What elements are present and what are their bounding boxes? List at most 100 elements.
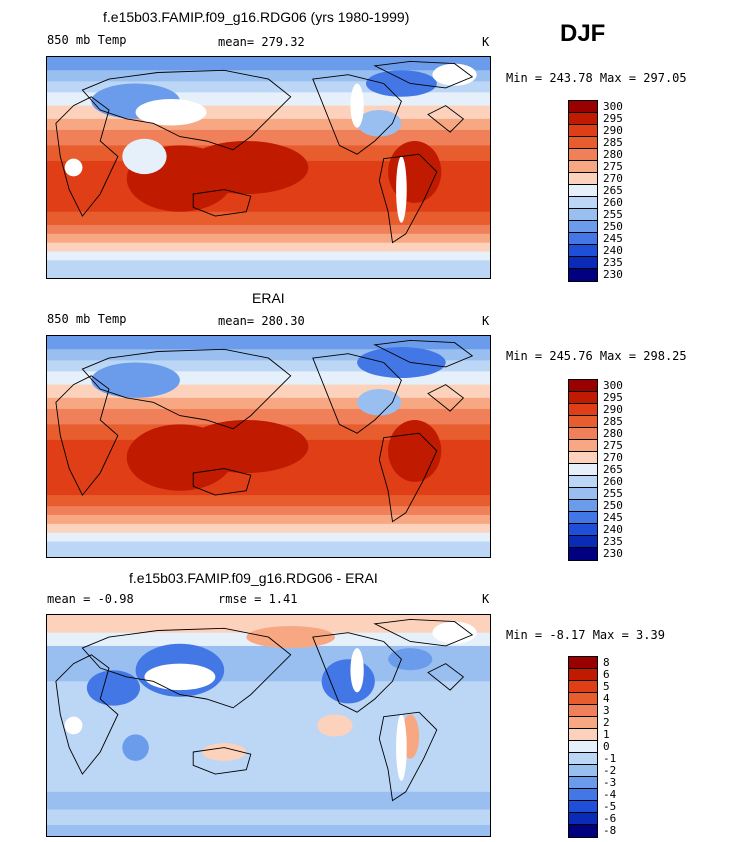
coastline-path: [373, 60, 474, 89]
colorbar-tick-label: 260: [603, 475, 623, 488]
colorbar-swatch: [569, 101, 597, 113]
colorbar-tick-label: 6: [603, 668, 610, 681]
contour-band: [47, 118, 490, 131]
variable-label: 850 mb Temp: [47, 33, 127, 47]
masked-region: [396, 714, 407, 781]
colorbar-swatch: [569, 548, 597, 560]
coastline-path: [378, 432, 438, 523]
map-field: [47, 57, 490, 278]
colorbar-tick-label: 260: [603, 196, 623, 209]
contour-region: [202, 743, 247, 761]
colorbar-tick-label: 1: [603, 728, 610, 741]
colorbar: [568, 656, 598, 838]
units-label: K: [482, 592, 490, 606]
colorbar-tick-label: 255: [603, 487, 623, 500]
mean-label: mean= 279.32: [218, 35, 305, 49]
colorbar-tick-label: 285: [603, 415, 623, 428]
contour-band: [47, 260, 490, 278]
contour-band: [47, 523, 490, 534]
coastline-path: [55, 96, 119, 217]
contour-region: [388, 140, 442, 203]
colorbar-tick-label: 235: [603, 535, 623, 548]
colorbar-tick-label: 250: [603, 220, 623, 233]
map-plot: [46, 56, 491, 279]
colorbar-tick-label: 295: [603, 391, 623, 404]
map-plot: [46, 335, 491, 558]
season-label: DJF: [560, 20, 606, 47]
colorbar-swatch: [569, 777, 597, 789]
colorbar-tick-label: -4: [603, 788, 617, 801]
contour-band: [47, 736, 490, 771]
contour-region: [86, 670, 141, 706]
contour-region: [184, 140, 309, 195]
contour-region: [321, 659, 375, 704]
colorbar-swatch: [569, 209, 597, 221]
colorbar-tick-label: 3: [603, 704, 610, 717]
map-svg: [47, 615, 490, 836]
masked-region: [64, 716, 83, 735]
colorbar-swatch: [569, 245, 597, 257]
contour-band: [47, 349, 490, 361]
colorbar-tick-label: 275: [603, 439, 623, 452]
panel-title: ERAI: [252, 290, 285, 306]
colorbar-swatch: [569, 524, 597, 536]
coastline-path: [373, 618, 474, 647]
map-field: [47, 615, 490, 836]
colorbar-swatch: [569, 125, 597, 137]
colorbar-swatch: [569, 221, 597, 233]
colorbar-swatch: [569, 269, 597, 281]
colorbar-tick-label: 235: [603, 256, 623, 269]
colorbar-tick-label: 300: [603, 379, 623, 392]
panel-title: f.e15b03.FAMIP.f09_g16.RDG06 (yrs 1980-1…: [103, 9, 410, 25]
masked-region: [350, 83, 364, 128]
map-svg: [47, 57, 490, 278]
contour-band: [47, 251, 490, 261]
colorbar-swatch: [569, 789, 597, 801]
coastline-path: [427, 105, 465, 133]
colorbar-tick-label: 265: [603, 184, 623, 197]
contour-band: [47, 809, 490, 826]
min-max-label: Min = 245.76 Max = 298.25: [506, 349, 687, 363]
contour-band: [47, 81, 490, 93]
colorbar-tick-label: 300: [603, 100, 623, 113]
colorbar-swatch: [569, 693, 597, 705]
contour-band: [47, 57, 490, 71]
contour-region: [388, 648, 433, 671]
map-plot: [46, 614, 491, 837]
coastline-path: [55, 375, 119, 496]
contour-band: [47, 242, 490, 252]
colorbar-swatch: [569, 705, 597, 717]
colorbar-swatch: [569, 464, 597, 476]
contour-band: [47, 541, 490, 557]
colorbar-tick-label: 270: [603, 451, 623, 464]
colorbar-tick-label: 275: [603, 160, 623, 173]
colorbar-tick-label: 245: [603, 232, 623, 245]
coastline-path: [427, 384, 465, 412]
colorbar-swatch: [569, 681, 597, 693]
colorbar-swatch: [569, 753, 597, 765]
colorbar-tick-label: -2: [603, 764, 617, 777]
contour-region: [357, 110, 402, 137]
contour-region: [357, 389, 402, 416]
coastline-path: [378, 711, 438, 802]
contour-band: [47, 515, 490, 525]
colorbar-tick-label: 245: [603, 511, 623, 524]
colorbar-swatch: [569, 257, 597, 269]
contour-region: [91, 362, 180, 398]
colorbar-swatch: [569, 149, 597, 161]
min-max-label: Min = 243.78 Max = 297.05: [506, 71, 687, 85]
colorbar-swatch: [569, 717, 597, 729]
colorbar-tick-label: 4: [603, 692, 610, 705]
colorbar-tick-label: 265: [603, 463, 623, 476]
colorbar-swatch: [569, 825, 597, 837]
colorbar-tick-label: 230: [603, 547, 623, 560]
masked-region: [350, 648, 364, 693]
colorbar-tick-label: 270: [603, 172, 623, 185]
mean-label: mean= 280.30: [218, 314, 305, 328]
colorbar-tick-label: -8: [603, 824, 617, 837]
coastline-path: [312, 353, 402, 434]
rmse-label: rmse = 1.41: [218, 592, 298, 606]
colorbar-swatch: [569, 380, 597, 392]
colorbar-swatch: [569, 233, 597, 245]
contour-band: [47, 824, 490, 836]
